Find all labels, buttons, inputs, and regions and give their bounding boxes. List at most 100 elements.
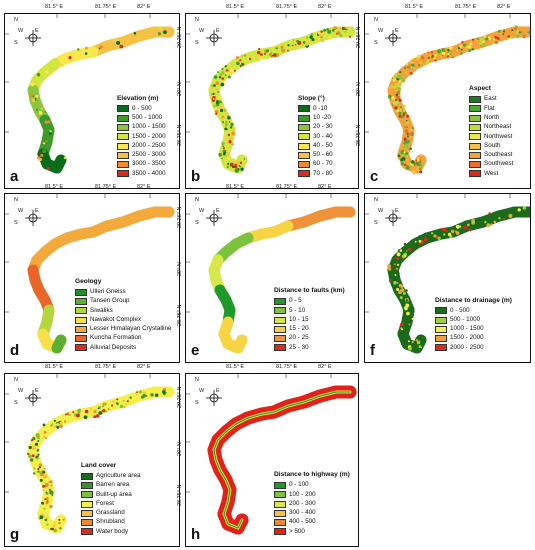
map-pixel <box>394 98 397 102</box>
map-pixel <box>235 160 240 164</box>
map-pixel <box>241 63 245 66</box>
map-pixel <box>35 110 39 115</box>
map-pixel <box>70 53 74 58</box>
map-pixel <box>44 518 48 522</box>
legend-label: 20 - 30 <box>313 123 333 131</box>
compass-s: S <box>14 220 18 226</box>
lat-tick-label: 29.25° N <box>356 26 362 48</box>
map-pixel <box>217 91 219 93</box>
lat-tick-label: 29° N <box>0 82 2 96</box>
compass-s: S <box>195 220 199 226</box>
legend-label: 1000 - 1500 <box>450 325 484 333</box>
panel-letter-c: c <box>370 168 379 185</box>
map-pixel <box>77 411 81 415</box>
legend-label: Kuncha Formation <box>90 334 142 342</box>
map-pixel <box>324 37 327 39</box>
map-pixel <box>83 416 86 419</box>
map-pixel <box>404 129 409 133</box>
legend-swatch <box>75 335 87 343</box>
legend-label: Forest <box>96 499 114 507</box>
legend-swatch <box>298 161 310 169</box>
map-pixel <box>163 30 167 34</box>
lat-tick-label: 28.75° N <box>356 124 362 146</box>
map-pixel <box>38 158 42 162</box>
legend-label: Grassland <box>96 509 125 517</box>
legend-swatch <box>117 170 129 178</box>
map-pixel <box>290 39 293 42</box>
map-pixel <box>287 49 289 52</box>
map-pixel <box>232 165 235 169</box>
map-pixel <box>43 474 47 478</box>
legend-item: Nawakot Complex <box>75 315 172 324</box>
map-pixel <box>30 439 34 442</box>
map-pixel <box>44 498 47 501</box>
map-pixel <box>93 415 97 419</box>
map-pixel <box>133 32 137 35</box>
map-pixel <box>399 106 402 109</box>
legend-item: 20 - 30 <box>298 123 333 132</box>
map-pixel <box>387 264 391 269</box>
map-pixel <box>323 28 327 32</box>
map-pixel <box>45 140 48 143</box>
map-pixel <box>236 61 240 66</box>
legend-label: Agriculture area <box>96 471 141 479</box>
map-pixel <box>37 440 40 442</box>
compass-n: N <box>14 197 18 203</box>
legend-label: 10 - 15 <box>289 315 309 323</box>
map-pixel <box>520 31 524 35</box>
map-pixel <box>396 271 400 276</box>
compass-n: N <box>195 377 199 383</box>
legend-item: 0 - 500 <box>435 306 512 315</box>
legend-swatch <box>274 509 286 517</box>
map-pixel <box>406 135 409 138</box>
legend-title: Land cover <box>81 461 117 469</box>
lat-tick-label: 28.75° N <box>177 124 183 146</box>
legend-swatch <box>117 142 129 150</box>
map-pixel <box>222 145 224 148</box>
map-pixel <box>401 149 404 153</box>
map-canvas <box>5 194 175 354</box>
map-pixel <box>59 421 63 425</box>
map-pixel <box>226 146 231 151</box>
map-zone <box>232 154 248 174</box>
map-pixel <box>406 122 411 127</box>
legend-label: East <box>484 95 497 103</box>
map-pixel <box>231 65 233 67</box>
map-pixel <box>150 393 154 397</box>
map-pixel <box>407 340 410 343</box>
north-arrow-icon <box>23 208 43 228</box>
map-pixel <box>240 164 242 167</box>
map-pixel <box>390 85 392 88</box>
map-pixel <box>162 390 166 394</box>
map-pixel <box>222 121 224 123</box>
map-pixel <box>511 212 514 214</box>
map-pixel <box>479 41 483 46</box>
map-pixel <box>396 282 399 284</box>
map-pixel <box>39 478 43 482</box>
map-pixel <box>32 95 35 98</box>
map-pixel <box>260 55 263 58</box>
map-pixel <box>280 45 284 49</box>
legend-item: 30 - 40 <box>298 132 333 141</box>
panel-letter-a: a <box>10 168 19 185</box>
legend-label: 400 - 500 <box>289 518 316 526</box>
legend-swatch <box>75 316 87 324</box>
map-pixel <box>410 128 413 131</box>
legend-swatch <box>298 133 310 141</box>
lat-tick-label: 29° N <box>356 82 362 96</box>
map-pixel <box>227 75 231 79</box>
map-pixel <box>399 296 403 300</box>
map-pixel <box>43 507 46 510</box>
map-pixel <box>405 336 409 340</box>
map-pixel <box>423 237 428 242</box>
compass-w: W <box>18 208 24 214</box>
legend-item: Forest <box>81 499 140 508</box>
compass-s: S <box>195 40 199 46</box>
map-pixel <box>416 54 421 58</box>
map-pixel <box>469 42 473 46</box>
map-pixel <box>239 61 242 64</box>
map-pixel <box>402 291 406 295</box>
map-pixel <box>240 167 244 171</box>
map-pixel <box>42 435 45 438</box>
map-pixel <box>85 46 88 50</box>
